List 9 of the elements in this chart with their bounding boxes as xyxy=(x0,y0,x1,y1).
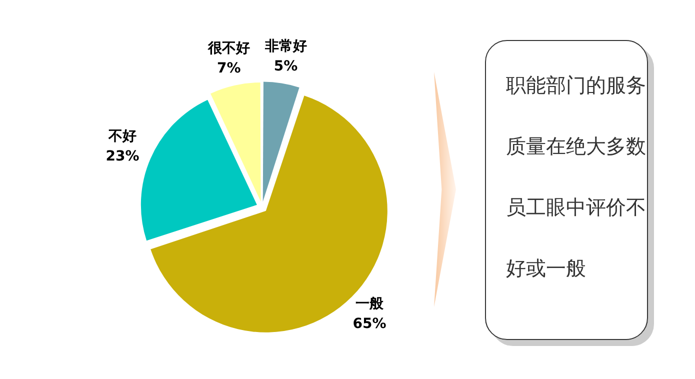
slice-label: 非常好 xyxy=(264,38,307,55)
text: 职能部门的服务质量在绝大多数员工眼中评价不好或一般 xyxy=(506,73,646,280)
data-label: 65% xyxy=(352,316,386,332)
slice-label: 一般 xyxy=(355,296,384,312)
data-label: 5% xyxy=(274,58,298,75)
slice-label: 不好 xyxy=(108,128,136,144)
data-label: 7% xyxy=(216,60,241,76)
data-label: 23% xyxy=(106,148,140,164)
slice-label: 很不好 xyxy=(206,40,250,56)
